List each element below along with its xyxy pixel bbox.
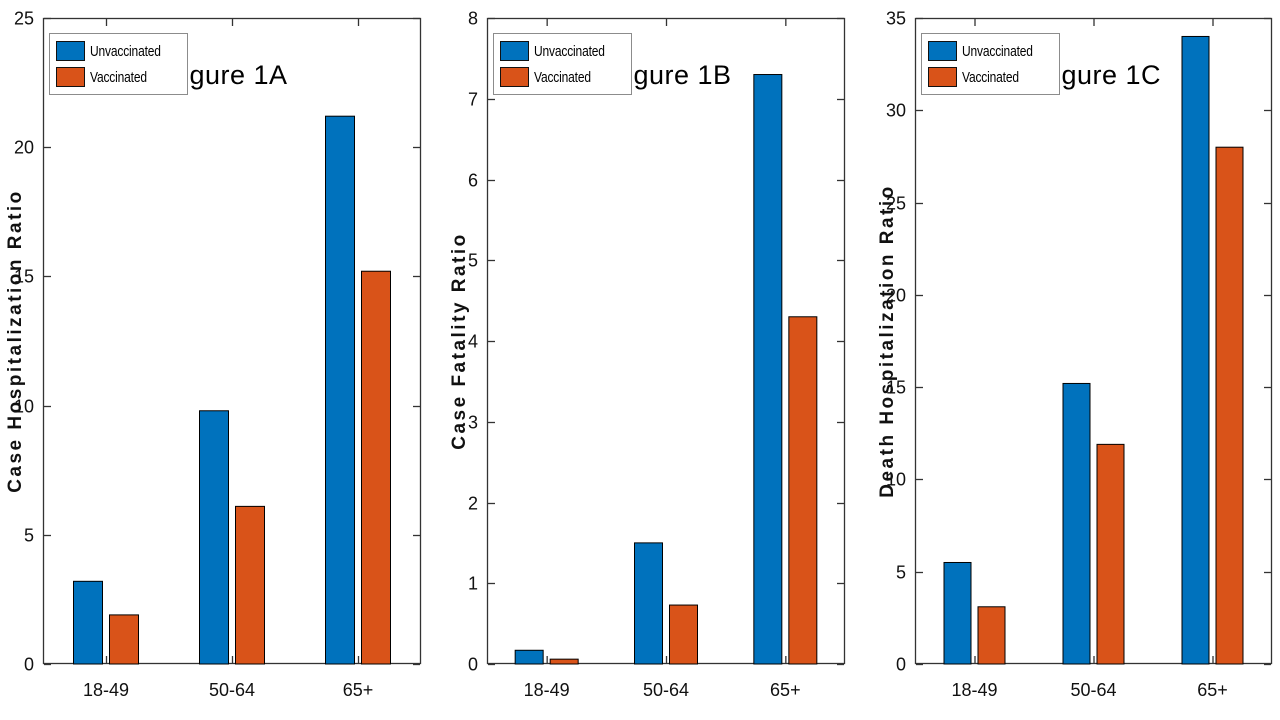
legend-swatch-vaccinated <box>56 67 85 87</box>
legend-swatch-vaccinated <box>500 67 529 87</box>
y-tick-label: 15 <box>886 378 906 398</box>
legend-label-vaccinated: Vaccinated <box>962 68 1019 86</box>
y-tick-label: 5 <box>896 563 906 583</box>
y-axis-title: Death Hospitalization Ratio <box>877 184 898 498</box>
bar-unvaccinated-50-64 <box>1062 382 1091 665</box>
bar-unvaccinated-50-64 <box>199 410 229 665</box>
y-tick-label: 4 <box>468 332 478 352</box>
bar-vaccinated-18-49 <box>549 658 579 665</box>
y-tick-label: 20 <box>14 138 34 158</box>
plot-border <box>486 17 846 665</box>
y-tick-label: 0 <box>468 655 478 675</box>
y-tick-label: 2 <box>468 494 478 514</box>
x-tick-label: 65+ <box>1197 680 1228 700</box>
bar-unvaccinated-65+ <box>753 74 783 665</box>
bar-vaccinated-50-64 <box>669 604 698 665</box>
bar-chart-death-hospitalization: 0 5 10 15 20 25 30 35 18-49 50-64 65+ <box>886 9 1273 700</box>
bar-chart-case-hospitalization: 0 5 10 15 20 25 18-49 50-64 65+ <box>14 9 422 700</box>
legend-swatch-unvaccinated <box>56 41 85 61</box>
bar-vaccinated-50-64 <box>1096 443 1125 665</box>
bar-unvaccinated-18-49 <box>514 649 544 665</box>
legend-label-unvaccinated: Unvaccinated <box>90 42 161 60</box>
x-tick-label: 65+ <box>770 680 801 700</box>
x-tick-label: 50-64 <box>209 680 255 700</box>
legend-item-vaccinated: Vaccinated <box>56 67 179 87</box>
y-tick-label: 30 <box>886 101 906 121</box>
bar-vaccinated-65+ <box>788 316 818 665</box>
bar-vaccinated-18-49 <box>109 614 139 665</box>
legend-swatch-unvaccinated <box>928 41 957 61</box>
y-tick-label: 35 <box>886 9 906 29</box>
x-tick-label: 50-64 <box>1070 680 1116 700</box>
bar-unvaccinated-50-64 <box>634 542 663 665</box>
bar-vaccinated-65+ <box>1215 146 1244 665</box>
y-tick-label: 10 <box>886 470 906 490</box>
bar-unvaccinated-18-49 <box>943 561 972 665</box>
legend-item-unvaccinated: Unvaccinated <box>56 41 179 61</box>
plot-border <box>914 17 1273 665</box>
y-tick-label: 5 <box>468 251 478 271</box>
bar-vaccinated-50-64 <box>235 505 265 665</box>
bar-chart-case-fatality: 0 1 2 3 4 5 6 7 8 18-49 50-64 65+ <box>468 9 846 700</box>
legend-label-vaccinated: Vaccinated <box>534 68 591 86</box>
legend-label-vaccinated: Vaccinated <box>90 68 147 86</box>
legend: Unvaccinated Vaccinated <box>493 33 632 95</box>
x-tick-label: 18-49 <box>524 680 570 700</box>
chart-panel-figure-1c: 0 5 10 15 20 25 30 35 18-49 50-64 65+ Death Hospit… <box>872 0 1280 720</box>
bar-unvaccinated-65+ <box>325 115 355 665</box>
bar-unvaccinated-18-49 <box>73 580 103 665</box>
legend-label-unvaccinated: Unvaccinated <box>534 42 605 60</box>
x-tick-label: 50-64 <box>643 680 689 700</box>
x-tick-label: 65+ <box>343 680 374 700</box>
y-tick-label: 10 <box>14 397 34 417</box>
y-tick-label: 1 <box>468 574 478 594</box>
chart-panel-figure-1a: 0 5 10 15 20 25 18-49 50-64 65+ Case Hospitaliza… <box>0 0 432 720</box>
y-tick-label: 3 <box>468 413 478 433</box>
bar-vaccinated-65+ <box>361 270 391 665</box>
y-tick-label: 7 <box>468 90 478 110</box>
legend-swatch-vaccinated <box>928 67 957 87</box>
y-tick-label: 25 <box>886 194 906 214</box>
y-tick-label: 6 <box>468 171 478 191</box>
legend-label-unvaccinated: Unvaccinated <box>962 42 1033 60</box>
legend: Unvaccinated Vaccinated <box>49 33 188 95</box>
legend-swatch-unvaccinated <box>500 41 529 61</box>
chart-panel-figure-1b: 0 1 2 3 4 5 6 7 8 18-49 50-64 65+ Case Fatality Rat… <box>444 0 858 720</box>
legend-item-vaccinated: Vaccinated <box>928 67 1051 87</box>
y-tick-label: 5 <box>24 526 34 546</box>
y-axis-title: Case Hospitalization Ratio <box>5 189 26 493</box>
y-tick-label: 0 <box>24 655 34 675</box>
legend-item-unvaccinated: Unvaccinated <box>928 41 1051 61</box>
y-tick-label: 0 <box>896 655 906 675</box>
legend-item-unvaccinated: Unvaccinated <box>500 41 623 61</box>
y-tick-label: 20 <box>886 286 906 306</box>
x-tick-label: 18-49 <box>951 680 997 700</box>
y-axis-title: Case Fatality Ratio <box>449 232 470 450</box>
bar-unvaccinated-65+ <box>1181 35 1210 665</box>
y-tick-label: 25 <box>14 9 34 29</box>
x-tick-label: 18-49 <box>83 680 129 700</box>
plot-border <box>42 17 422 665</box>
y-tick-label: 8 <box>468 9 478 29</box>
legend-item-vaccinated: Vaccinated <box>500 67 623 87</box>
bar-vaccinated-18-49 <box>977 606 1006 665</box>
y-tick-label: 15 <box>14 267 34 287</box>
legend: Unvaccinated Vaccinated <box>921 33 1060 95</box>
